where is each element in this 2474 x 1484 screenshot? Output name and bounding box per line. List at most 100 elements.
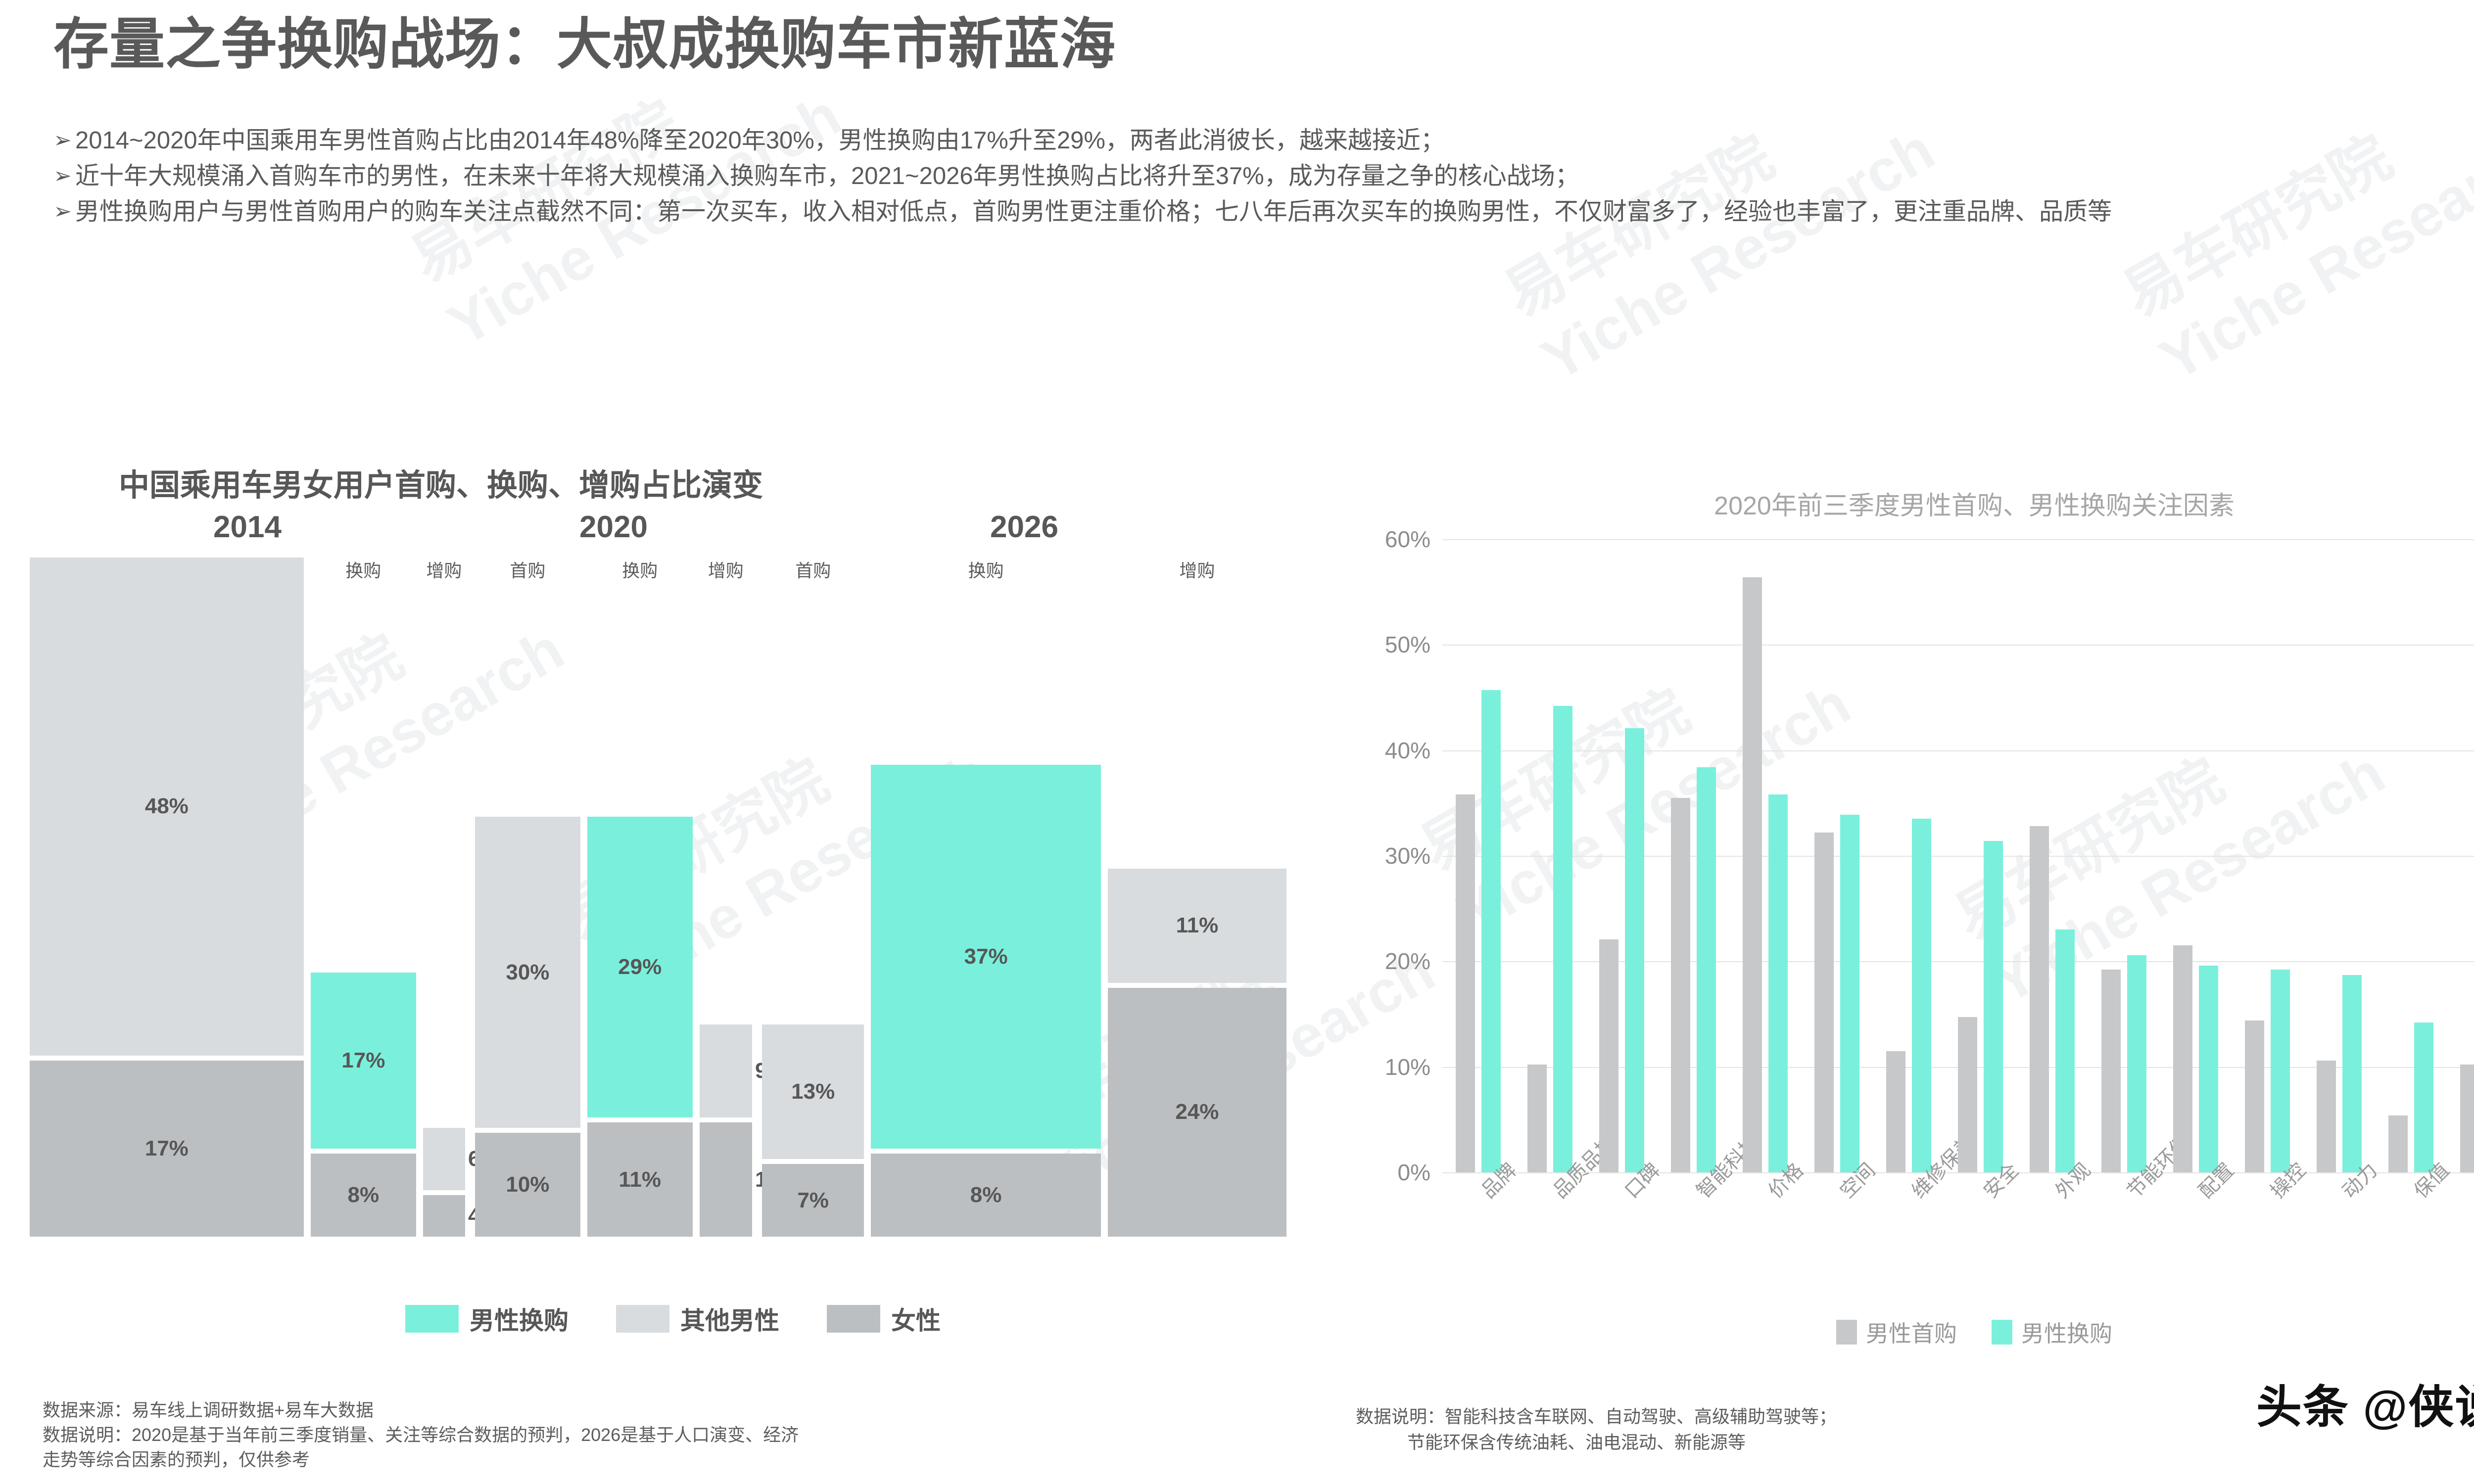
bullet-item: ➢ 男性换购用户与男性首购用户的购车关注点截然不同：第一次买车，收入相对低点，首购… — [53, 196, 2474, 228]
bar-first-purchase — [1957, 1017, 1977, 1172]
bullet-arrow-icon: ➢ — [53, 164, 72, 188]
y-axis-tick: 30% — [1384, 843, 1430, 869]
bullet-text: 近十年大规模涌入首购车市的男性，在未来十年将大规模涌入换购车市，2021~202… — [75, 163, 1579, 189]
y-axis-tick: 60% — [1384, 526, 1430, 552]
legend-swatch — [1992, 1320, 2012, 1345]
bar-first-purchase — [1599, 939, 1618, 1172]
mekko-segment: 11% — [587, 1122, 693, 1237]
legend-item: 男性首购 — [1836, 1316, 1957, 1348]
mekko-segment: 11% — [699, 1122, 798, 1237]
bar-replacement-purchase — [1984, 841, 2003, 1172]
bar-group: 品质品控 — [1514, 539, 1620, 1203]
footnote-line: 数据说明：2020是基于当年前三季度销量、关注等综合数据的预判，2026是基于人… — [43, 1425, 799, 1445]
mekko-segment: 8% — [871, 1154, 1101, 1237]
mekko-segment: 4% — [423, 1195, 500, 1237]
mekko-column: 7% 13% — [762, 594, 864, 1237]
footnote-line: 数据来源：易车线上调研数据+易车大数据 — [43, 1400, 374, 1420]
legend-item: 男性换购 — [1992, 1316, 2112, 1348]
bullet-text: 2014~2020年中国乘用车男性首购占比由2014年48%降至2020年30%… — [75, 127, 1445, 154]
bar-replacement-purchase — [1553, 706, 1573, 1172]
mekko-column: 8% 17% — [310, 594, 416, 1237]
gridline — [1442, 961, 2474, 963]
legend-label: 女性 — [891, 1307, 941, 1335]
mekko-segment-value: 48% — [144, 794, 189, 819]
bar-group: 保值 — [2375, 539, 2453, 1203]
bar-first-purchase — [1814, 833, 1834, 1172]
mekko-segment-value: 29% — [618, 955, 662, 979]
bar-replacement-purchase — [1768, 794, 1788, 1172]
bar-replacement-purchase — [1697, 767, 1716, 1172]
gridline — [1442, 750, 2474, 751]
bar-group: 品牌 — [1442, 539, 1521, 1203]
bullet-arrow-icon: ➢ — [53, 199, 72, 224]
mekko-segment: 37% — [871, 765, 1101, 1149]
bullet-list: ➢ 2014~2020年中国乘用车男性首购占比由2014年48%降至2020年30… — [53, 125, 2474, 232]
legend-item: 男性换购 — [405, 1301, 569, 1337]
bar-replacement-purchase — [1840, 814, 1860, 1172]
bar-replacement-purchase — [2199, 965, 2219, 1172]
factors-chart-title: 2020年前三季度男性首购、男性换购关注因素 — [1714, 492, 2235, 520]
mekko-legend: 男性换购 其他男性 女性 — [30, 1301, 1316, 1337]
footnote-right: 数据说明：智能科技含车联网、自动驾驶、高级辅助驾驶等； 节能环保含传统油耗、油电混… — [1356, 1404, 2197, 1455]
bar-first-purchase — [2101, 970, 2121, 1172]
mekko-segment: 17% — [30, 1060, 304, 1237]
legend-label: 男性换购 — [2021, 1321, 2112, 1346]
y-axis-tick: 40% — [1384, 737, 1430, 763]
gridline — [1442, 1172, 2474, 1173]
legend-item: 其他男性 — [616, 1301, 779, 1337]
mekko-segment: 17% — [310, 972, 416, 1149]
legend-swatch — [1836, 1320, 1857, 1345]
bar-replacement-purchase — [1625, 728, 1645, 1172]
mekko-segment: 10% — [475, 1133, 580, 1237]
mekko-year-label: 2020 — [579, 510, 648, 544]
mekko-segment: 29% — [587, 817, 693, 1118]
bar-first-purchase — [1742, 577, 1762, 1172]
mekko-segment: 7% — [762, 1164, 864, 1237]
legend-swatch — [827, 1305, 880, 1333]
footnote-left: 数据来源：易车线上调研数据+易车大数据数据说明：2020是基于当年前三季度销量、… — [43, 1398, 1230, 1472]
gridline — [1442, 539, 2474, 540]
mekko-column: 17% 48% — [30, 557, 304, 1237]
mekko-segment-value: 17% — [144, 1136, 189, 1160]
mekko-column: 4%6% — [423, 594, 500, 1237]
mekko-segment: 6% — [423, 1128, 500, 1191]
page-title: 存量之争换购战场：大叔成换购车市新蓝海 — [53, 13, 1116, 75]
bar-group: 动力 — [2303, 539, 2381, 1203]
footnote-line: 走势等综合因素的预判，仅供参考 — [43, 1449, 310, 1470]
bar-first-purchase — [1455, 794, 1475, 1172]
bar-group: 口碑 — [1586, 539, 1664, 1203]
mekko-segment: 8% — [310, 1154, 416, 1237]
y-axis-tick: 20% — [1384, 948, 1430, 974]
mekko-column-label: 增购 — [1179, 560, 1215, 581]
mekko-segment-value: 7% — [797, 1188, 829, 1212]
bar-replacement-purchase — [2271, 970, 2290, 1172]
legend-label: 男性首购 — [1866, 1321, 1957, 1346]
factors-legend: 男性首购 男性换购 — [1331, 1316, 2474, 1348]
mekko-column-label: 换购 — [345, 560, 381, 581]
mekko-segment: 13% — [762, 1024, 864, 1159]
y-axis-tick: 50% — [1384, 632, 1430, 658]
bar-replacement-purchase — [2414, 1022, 2434, 1172]
bar-group: 价格 — [1729, 539, 1808, 1203]
mekko-column-label: 首购 — [510, 560, 546, 581]
mekko-chart: 中国乘用车男女用户首购、换购、增购占比演变 2014 首购 17% 48% 换购 8% 17… — [30, 460, 1316, 1400]
mekko-column: 11%9% — [699, 594, 798, 1237]
bar-group: 配置 — [2160, 539, 2238, 1203]
bullet-text: 男性换购用户与男性首购用户的购车关注点截然不同：第一次买车，收入相对低点，首购男… — [75, 198, 2112, 225]
bullet-item: ➢ 近十年大规模涌入首购车市的男性，在未来十年将大规模涌入换购车市，2021~20… — [53, 160, 2474, 192]
mekko-segment-value: 30% — [506, 960, 550, 984]
y-axis-tick: 10% — [1384, 1054, 1430, 1080]
legend-swatch — [405, 1305, 459, 1333]
mekko-column: 24% 11% — [1107, 594, 1286, 1237]
bar-group: 维修保养 — [1873, 539, 1979, 1203]
bar-first-purchase — [2244, 1020, 2264, 1172]
bullet-item: ➢ 2014~2020年中国乘用车男性首购占比由2014年48%降至2020年30… — [53, 125, 2474, 156]
mekko-segment: 30% — [475, 817, 580, 1128]
bar-first-purchase — [1670, 797, 1690, 1172]
bar-replacement-purchase — [2127, 955, 2147, 1172]
mekko-segment-value: 11% — [1176, 913, 1219, 938]
mekko-segment: 11% — [1107, 869, 1286, 983]
y-axis-tick: 0% — [1397, 1159, 1430, 1185]
bar-replacement-purchase — [1912, 819, 1932, 1172]
mekko-segment-value: 17% — [341, 1048, 385, 1073]
